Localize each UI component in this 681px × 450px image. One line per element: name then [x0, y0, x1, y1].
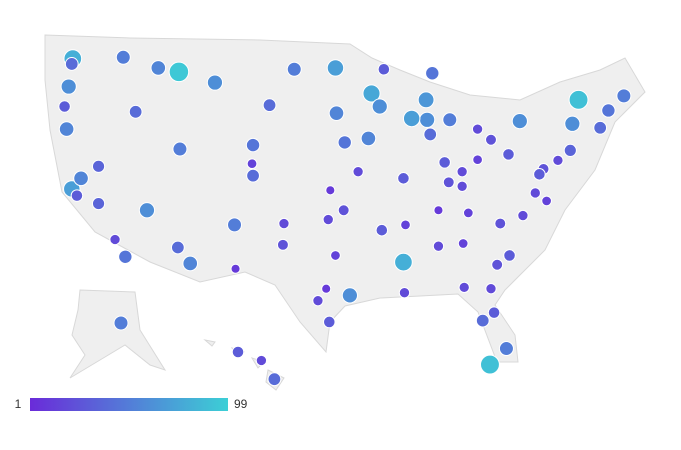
bubble — [70, 189, 84, 202]
bubble — [564, 115, 581, 132]
bubble — [568, 89, 589, 110]
bubble — [312, 295, 324, 307]
bubble — [262, 98, 277, 113]
bubble — [231, 345, 245, 359]
bubble — [206, 74, 224, 91]
bubble — [341, 287, 358, 304]
bubble — [128, 104, 143, 119]
bubble — [138, 202, 156, 219]
bubble — [371, 98, 388, 115]
bubble — [400, 219, 411, 231]
bubble — [616, 88, 632, 104]
bubble — [255, 354, 268, 367]
bubble — [487, 306, 501, 319]
bubble — [328, 105, 345, 121]
bubble — [498, 341, 514, 357]
bubble — [113, 315, 129, 331]
bubble — [417, 91, 435, 109]
bubble — [423, 127, 438, 142]
bubble — [150, 60, 167, 76]
bubble — [168, 61, 190, 83]
bubble — [246, 168, 260, 183]
bubble — [60, 78, 77, 95]
bubble — [337, 204, 350, 217]
bubble — [398, 287, 411, 299]
bubble — [471, 123, 484, 135]
bubble — [360, 130, 377, 147]
bubble — [394, 252, 413, 272]
bubble — [541, 195, 552, 207]
bubble — [58, 100, 71, 113]
bubble — [377, 62, 391, 76]
bubble — [246, 158, 258, 170]
bubble — [278, 217, 290, 230]
bubble — [172, 141, 188, 157]
bubble — [397, 172, 410, 185]
bubble — [230, 263, 241, 274]
bubble — [472, 154, 483, 166]
bubble — [442, 176, 455, 189]
bubble — [503, 249, 516, 262]
bubble — [64, 57, 79, 71]
bubble — [325, 185, 336, 196]
bubble — [91, 197, 106, 211]
bubble — [286, 61, 302, 77]
alaska-outline — [69, 289, 167, 379]
bubble — [402, 109, 421, 128]
bubble — [109, 233, 121, 246]
bubble — [457, 238, 469, 249]
bubble — [337, 135, 352, 150]
bubble — [491, 258, 504, 271]
bubble — [438, 156, 451, 169]
legend-bar — [30, 398, 228, 411]
bubbles — [58, 49, 632, 387]
bubble — [330, 250, 341, 261]
bubble — [601, 103, 616, 118]
bubble — [326, 59, 345, 77]
bubble — [323, 315, 336, 329]
bubble — [552, 154, 564, 167]
bubble — [502, 148, 515, 161]
bubble — [529, 187, 541, 199]
bubble — [480, 354, 500, 375]
bubble — [462, 207, 474, 219]
bubble — [456, 180, 468, 192]
bubble — [475, 313, 490, 328]
bubble — [245, 137, 261, 153]
us-outline — [44, 34, 646, 363]
bubble — [182, 255, 199, 272]
bubble — [91, 159, 106, 173]
bubble — [563, 143, 577, 157]
bubble — [485, 133, 497, 146]
bubble — [433, 205, 444, 216]
bubble — [170, 240, 185, 255]
bubble — [456, 166, 468, 178]
bubble — [517, 209, 529, 222]
bubble — [485, 283, 497, 295]
bubble — [115, 49, 131, 65]
bubble — [321, 283, 332, 294]
bubble — [458, 281, 470, 294]
bubble — [267, 372, 282, 387]
bubble — [227, 217, 243, 233]
bubble — [352, 166, 364, 178]
bubble — [375, 223, 389, 237]
bubble — [419, 111, 436, 128]
bubble — [58, 121, 75, 137]
bubble — [425, 66, 440, 81]
bubble — [276, 238, 289, 251]
bubble — [362, 84, 381, 103]
bubble — [73, 170, 89, 187]
bubble — [442, 112, 458, 128]
bubble — [533, 168, 546, 181]
legend-max: 99 — [234, 397, 248, 411]
bubble — [322, 213, 334, 226]
bubble — [432, 240, 445, 252]
bubble — [494, 217, 507, 230]
bubble — [593, 120, 608, 135]
bubble — [118, 249, 133, 264]
legend-min: 1 — [15, 397, 22, 411]
bubble — [511, 113, 528, 130]
